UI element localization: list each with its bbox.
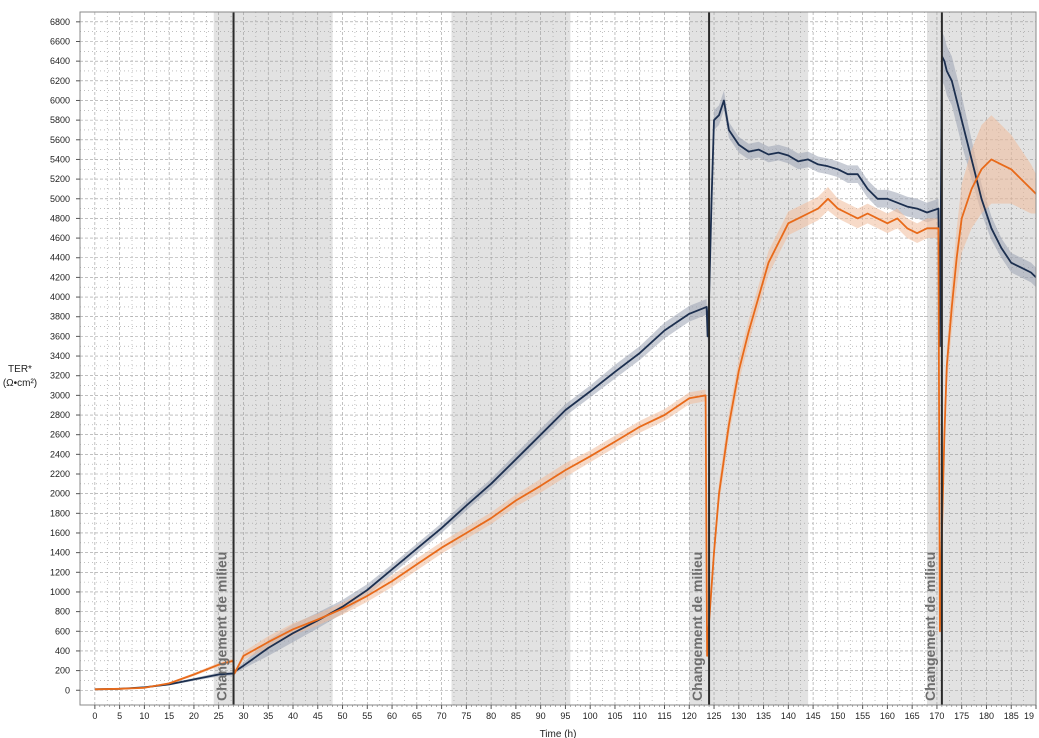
x-tick-label: 95 bbox=[560, 711, 570, 721]
y-tick-label: 6200 bbox=[50, 76, 70, 86]
y-tick-label: 5600 bbox=[50, 135, 70, 145]
x-tick-label: 20 bbox=[189, 711, 199, 721]
y-axis-label-line2: (Ω•cm²) bbox=[3, 378, 37, 389]
shaded-band-0 bbox=[213, 12, 333, 705]
y-tick-label: 200 bbox=[55, 666, 70, 676]
y-tick-label: 5000 bbox=[50, 194, 70, 204]
series-lines bbox=[94, 55, 1037, 691]
x-tick-label: 180 bbox=[979, 711, 994, 721]
x-tick-label: 170 bbox=[929, 711, 944, 721]
x-tick-label: 5 bbox=[117, 711, 122, 721]
annotation-medium-change-2: Changement de milieu bbox=[922, 552, 938, 701]
x-tick-label: 15 bbox=[164, 711, 174, 721]
medium-change-lines bbox=[232, 12, 943, 705]
x-tick-label: 75 bbox=[461, 711, 471, 721]
x-tick-label: 25 bbox=[214, 711, 224, 721]
x-tick-label: 130 bbox=[731, 711, 746, 721]
x-tick-label: 160 bbox=[880, 711, 895, 721]
y-tick-label: 5400 bbox=[50, 154, 70, 164]
y-tick-label: 1200 bbox=[50, 567, 70, 577]
y-tick-label: 4200 bbox=[50, 272, 70, 282]
x-tick-label: 140 bbox=[781, 711, 796, 721]
y-tick-label: 2200 bbox=[50, 469, 70, 479]
x-tick-label: 55 bbox=[362, 711, 372, 721]
x-tick-label: 185 bbox=[1004, 711, 1019, 721]
y-tick-label: 600 bbox=[55, 626, 70, 636]
y-tick-label: 4400 bbox=[50, 253, 70, 263]
x-tick-label: 70 bbox=[437, 711, 447, 721]
x-tick-label: 0 bbox=[92, 711, 97, 721]
x-tick-label: 105 bbox=[607, 711, 622, 721]
x-tick-label: 175 bbox=[954, 711, 969, 721]
y-tick-label: 0 bbox=[65, 685, 70, 695]
x-tick-label: 60 bbox=[387, 711, 397, 721]
x-tick-label: 35 bbox=[263, 711, 273, 721]
y-tick-label: 2000 bbox=[50, 489, 70, 499]
x-tick-label: 19 bbox=[1024, 711, 1034, 721]
plot-area: Changement de milieu Changement de milieu… bbox=[79, 11, 1037, 706]
x-tick-label: 110 bbox=[633, 711, 647, 721]
x-tick-label: 90 bbox=[536, 711, 546, 721]
y-tick-label: 3800 bbox=[50, 312, 70, 322]
y-tick-label: 5200 bbox=[50, 174, 70, 184]
y-tick-label: 4000 bbox=[50, 292, 70, 302]
y-tick-label: 6400 bbox=[50, 56, 70, 66]
plot-frame bbox=[79, 11, 1037, 706]
y-tick-label: 6000 bbox=[50, 95, 70, 105]
x-tick-label: 125 bbox=[707, 711, 722, 721]
x-tick-label: 65 bbox=[412, 711, 422, 721]
shaded-band-1 bbox=[451, 12, 571, 705]
y-tick-label: 1800 bbox=[50, 508, 70, 518]
y-axis-ticks: 0 200 400 600 800 1000 1200 1400 1600 1800 2000 220… bbox=[50, 17, 80, 695]
x-tick-label: 10 bbox=[139, 711, 149, 721]
x-tick-label: 135 bbox=[756, 711, 771, 721]
y-tick-label: 2600 bbox=[50, 430, 70, 440]
y-tick-label: 4800 bbox=[50, 213, 70, 223]
shaded-band-3 bbox=[927, 12, 1036, 705]
y-tick-label: 1600 bbox=[50, 528, 70, 538]
y-axis-label-line1: TER* bbox=[8, 364, 32, 375]
y-tick-label: 1400 bbox=[50, 548, 70, 558]
x-tick-label: 45 bbox=[313, 711, 323, 721]
y-tick-label: 2800 bbox=[50, 410, 70, 420]
x-tick-label: 85 bbox=[511, 711, 521, 721]
y-tick-label: 3200 bbox=[50, 371, 70, 381]
x-tick-label: 30 bbox=[238, 711, 248, 721]
x-tick-label: 145 bbox=[806, 711, 821, 721]
annotation-medium-change-1: Changement de milieu bbox=[689, 552, 705, 701]
x-tick-label: 100 bbox=[583, 711, 598, 721]
y-tick-label: 3600 bbox=[50, 331, 70, 341]
y-tick-label: 800 bbox=[55, 607, 70, 617]
y-tick-label: 3000 bbox=[50, 390, 70, 400]
x-tick-label: 155 bbox=[855, 711, 870, 721]
y-tick-label: 6600 bbox=[50, 36, 70, 46]
x-tick-label: 165 bbox=[905, 711, 920, 721]
x-tick-label: 115 bbox=[657, 711, 671, 721]
grid bbox=[80, 12, 1037, 705]
x-tick-label: 120 bbox=[682, 711, 697, 721]
series-1-line bbox=[94, 158, 1037, 691]
y-tick-label: 6800 bbox=[50, 17, 70, 27]
y-tick-label: 400 bbox=[55, 646, 70, 656]
annotation-medium-change-0: Changement de milieu bbox=[214, 552, 230, 701]
y-tick-label: 3400 bbox=[50, 351, 70, 361]
x-tick-label: 40 bbox=[288, 711, 298, 721]
annotations: Changement de milieu Changement de milieu… bbox=[214, 552, 938, 701]
y-tick-label: 4600 bbox=[50, 233, 70, 243]
x-tick-label: 150 bbox=[830, 711, 845, 721]
x-axis-label: Time (h) bbox=[540, 729, 577, 738]
y-tick-label: 1000 bbox=[50, 587, 70, 597]
x-tick-label: 80 bbox=[486, 711, 496, 721]
x-tick-label: 50 bbox=[338, 711, 348, 721]
y-tick-label: 2400 bbox=[50, 449, 70, 459]
y-tick-label: 5800 bbox=[50, 115, 70, 125]
x-axis-ticks: 0 5 10 15 20 25 30 35 40 45 50 55 60 65 70 75 80 85 90 95 10… bbox=[92, 705, 1037, 721]
